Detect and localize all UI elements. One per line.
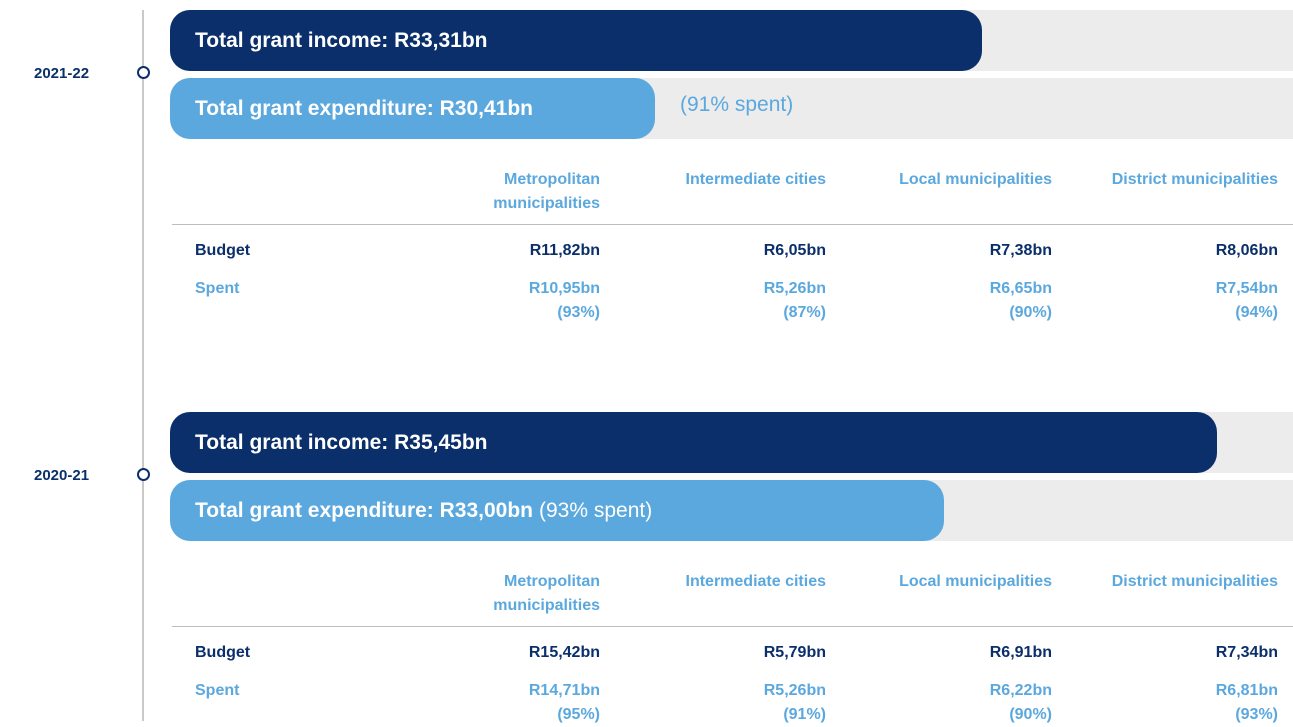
spent-share: (93%) bbox=[1235, 706, 1278, 723]
budget-value: R7,34bn bbox=[1215, 644, 1278, 661]
year-label: 2021-22 bbox=[34, 65, 90, 82]
column-header: District municipalities bbox=[1111, 573, 1278, 590]
column-header: Metropolitan municipalities bbox=[493, 573, 600, 614]
timeline-dot bbox=[137, 468, 150, 481]
year-label: 2020-21 bbox=[34, 467, 90, 484]
column-header: District municipalities bbox=[1111, 171, 1278, 188]
column-header: Intermediate cities bbox=[685, 573, 827, 590]
row-label: Budget bbox=[195, 242, 251, 259]
budget-value: R6,91bn bbox=[989, 644, 1052, 661]
expenditure-text: Total grant expenditure: R33,00bn bbox=[195, 498, 533, 522]
expenditure-bar: Total grant expenditure: R30,41bn bbox=[170, 78, 655, 139]
budget-value: R11,82bn bbox=[529, 242, 600, 259]
header-rule bbox=[172, 224, 1293, 225]
spent-amount: R6,65bn bbox=[989, 280, 1052, 297]
row-label: Budget bbox=[195, 644, 251, 661]
column-header: Metropolitan municipalities bbox=[493, 171, 600, 212]
spent-amount: R6,81bn bbox=[1215, 682, 1278, 699]
spent-amount: R5,26bn bbox=[763, 280, 826, 297]
row-label: Spent bbox=[195, 682, 240, 699]
budget-value: R15,42bn bbox=[528, 644, 600, 661]
spent-share: (95%) bbox=[557, 706, 600, 723]
budget-value: R7,38bn bbox=[989, 242, 1052, 259]
column-header: Local municipalities bbox=[899, 171, 1052, 188]
spent-amount: R7,54bn bbox=[1215, 280, 1278, 297]
spent-amount: R6,22bn bbox=[989, 682, 1052, 699]
spent-share: (90%) bbox=[1009, 304, 1052, 321]
spent-share: (90%) bbox=[1009, 706, 1052, 723]
spent-amount: R5,26bn bbox=[763, 682, 826, 699]
spent-share: (87%) bbox=[783, 304, 826, 321]
row-label: Spent bbox=[195, 280, 240, 297]
income-bar: Total grant income: R35,45bn bbox=[170, 412, 1217, 473]
spent-note: (91% spent) bbox=[680, 93, 794, 116]
spent-share: (94%) bbox=[1235, 304, 1278, 321]
column-header: Local municipalities bbox=[899, 573, 1052, 590]
header-rule bbox=[172, 626, 1293, 627]
timeline bbox=[142, 10, 144, 721]
spent-amount: R10,95bn bbox=[528, 280, 600, 297]
spent-share: (93%) bbox=[557, 304, 600, 321]
income-text: Total grant income: R35,45bn bbox=[195, 430, 488, 454]
budget-value: R5,79bn bbox=[763, 644, 826, 661]
column-header: Intermediate cities bbox=[685, 171, 827, 188]
timeline-dot bbox=[137, 66, 150, 79]
expenditure-bar: Total grant expenditure: R33,00bn (93% sp… bbox=[170, 480, 944, 541]
spent-note: (93% spent) bbox=[539, 498, 653, 522]
income-bar: Total grant income: R33,31bn bbox=[170, 10, 982, 71]
budget-value: R8,06bn bbox=[1215, 242, 1278, 259]
budget-value: R6,05bn bbox=[763, 242, 826, 259]
spent-amount: R14,71bn bbox=[528, 682, 600, 699]
spent-share: (91%) bbox=[783, 706, 826, 723]
income-text: Total grant income: R33,31bn bbox=[195, 28, 488, 52]
expenditure-text: Total grant expenditure: R30,41bn bbox=[195, 96, 533, 120]
